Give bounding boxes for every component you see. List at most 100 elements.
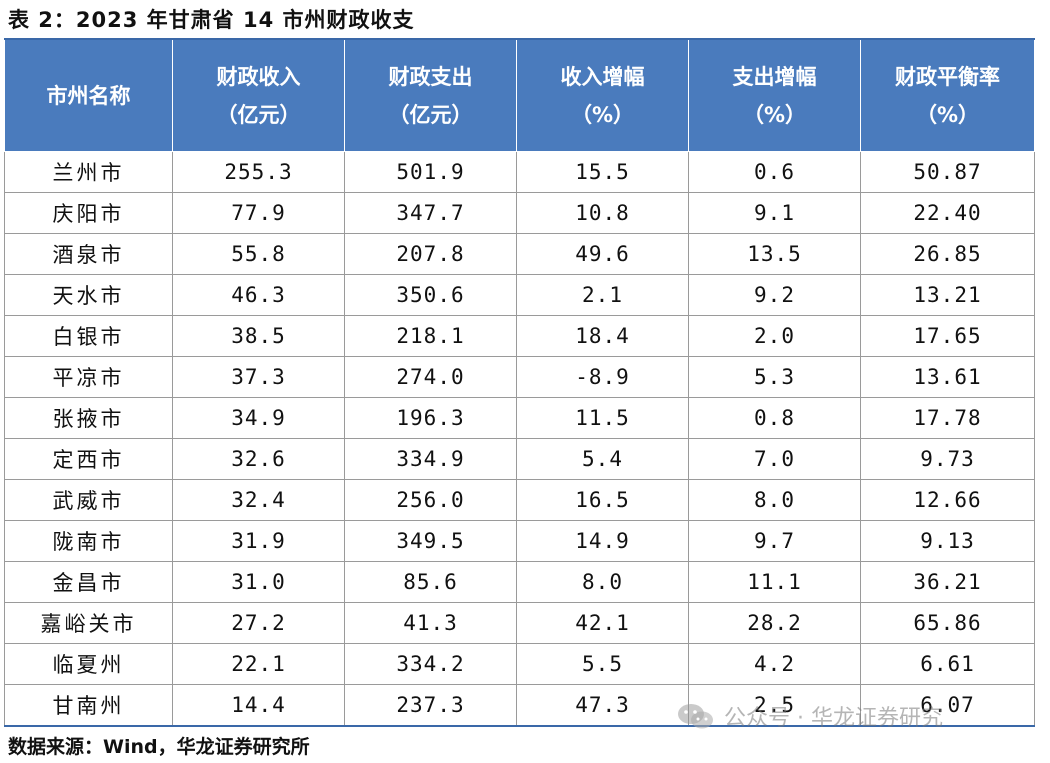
data-source-note: 数据来源：Wind，华龙证券研究所 [8, 736, 310, 758]
cell-expense-growth: 7.0 [688, 438, 861, 480]
cell-balance-rate: 26.85 [860, 233, 1035, 275]
cell-city: 定西市 [4, 438, 173, 480]
table-body: 兰州市 255.3 501.9 15.5 0.6 50.87 庆阳市 77.9 347.7 10.… [4, 151, 1035, 727]
wechat-icon [678, 704, 713, 729]
cell-expense-growth: 0.8 [688, 397, 861, 439]
table-row: 定西市 32.6 334.9 5.4 7.0 9.73 [4, 438, 1035, 480]
table-row: 武威市 32.4 256.0 16.5 8.0 12.66 [4, 479, 1035, 521]
cell-income: 34.9 [172, 397, 345, 439]
cell-balance-rate: 6.61 [860, 643, 1035, 685]
cell-expense: 256.0 [344, 479, 517, 521]
cell-balance-rate: 36.21 [860, 561, 1035, 603]
cell-income-growth: 42.1 [516, 602, 689, 644]
cell-expense: 334.2 [344, 643, 517, 685]
cell-city: 庆阳市 [4, 192, 173, 234]
cell-balance-rate: 9.13 [860, 520, 1035, 562]
cell-income: 38.5 [172, 315, 345, 357]
cell-expense-growth: 0.6 [688, 151, 861, 193]
cell-expense-growth: 2.5 [688, 684, 861, 727]
cell-city: 平凉市 [4, 356, 173, 398]
cell-balance-rate: 65.86 [860, 602, 1035, 644]
cell-expense-growth: 9.1 [688, 192, 861, 234]
cell-income-growth: 18.4 [516, 315, 689, 357]
cell-city: 张掖市 [4, 397, 173, 439]
cell-city: 兰州市 [4, 151, 173, 193]
cell-city: 临夏州 [4, 643, 173, 685]
cell-income: 77.9 [172, 192, 345, 234]
header-income: 财政收入 （亿元） [172, 38, 345, 152]
table-row: 兰州市 255.3 501.9 15.5 0.6 50.87 [4, 151, 1035, 193]
fiscal-table: 市州名称 财政收入 （亿元） 财政支出 （亿元） 收入增幅 （%） 支出增幅 （… [4, 38, 1035, 727]
cell-income: 46.3 [172, 274, 345, 316]
cell-income-growth: 11.5 [516, 397, 689, 439]
cell-balance-rate: 50.87 [860, 151, 1035, 193]
cell-income-growth: 49.6 [516, 233, 689, 275]
header-balance-rate: 财政平衡率 （%） [860, 38, 1035, 152]
cell-balance-rate: 6.07 [860, 684, 1035, 727]
cell-expense-growth: 2.0 [688, 315, 861, 357]
cell-balance-rate: 22.40 [860, 192, 1035, 234]
cell-expense-growth: 9.2 [688, 274, 861, 316]
watermark-text: 公众号 · 华龙证券研究 [724, 706, 943, 731]
cell-income: 14.4 [172, 684, 345, 727]
cell-income: 27.2 [172, 602, 345, 644]
header-city: 市州名称 [4, 38, 173, 152]
cell-expense-growth: 9.7 [688, 520, 861, 562]
cell-expense: 501.9 [344, 151, 517, 193]
watermark: 公众号 · 华龙证券研究 [676, 700, 943, 732]
cell-city: 白银市 [4, 315, 173, 357]
cell-expense-growth: 8.0 [688, 479, 861, 521]
cell-expense-growth: 4.2 [688, 643, 861, 685]
table-row: 金昌市 31.0 85.6 8.0 11.1 36.21 [4, 561, 1035, 603]
cell-city: 甘南州 [4, 684, 173, 727]
cell-expense: 41.3 [344, 602, 517, 644]
header-expense: 财政支出 （亿元） [344, 38, 517, 152]
cell-city: 天水市 [4, 274, 173, 316]
table-row: 临夏州 22.1 334.2 5.5 4.2 6.61 [4, 643, 1035, 685]
cell-city: 陇南市 [4, 520, 173, 562]
cell-expense: 347.7 [344, 192, 517, 234]
cell-income-growth: 15.5 [516, 151, 689, 193]
cell-expense-growth: 28.2 [688, 602, 861, 644]
cell-income-growth: 5.5 [516, 643, 689, 685]
table-row: 天水市 46.3 350.6 2.1 9.2 13.21 [4, 274, 1035, 316]
cell-expense: 237.3 [344, 684, 517, 727]
cell-income-growth: -8.9 [516, 356, 689, 398]
cell-balance-rate: 17.65 [860, 315, 1035, 357]
cell-income-growth: 14.9 [516, 520, 689, 562]
header-row: 市州名称 财政收入 （亿元） 财政支出 （亿元） 收入增幅 （%） 支出增幅 （… [4, 38, 1035, 152]
cell-expense: 274.0 [344, 356, 517, 398]
cell-balance-rate: 17.78 [860, 397, 1035, 439]
cell-income: 32.6 [172, 438, 345, 480]
cell-income-growth: 10.8 [516, 192, 689, 234]
cell-income: 55.8 [172, 233, 345, 275]
header-expense-growth: 支出增幅 （%） [688, 38, 861, 152]
cell-balance-rate: 12.66 [860, 479, 1035, 521]
cell-city: 武威市 [4, 479, 173, 521]
cell-income-growth: 16.5 [516, 479, 689, 521]
table-row: 陇南市 31.9 349.5 14.9 9.7 9.13 [4, 520, 1035, 562]
cell-income-growth: 8.0 [516, 561, 689, 603]
cell-expense: 85.6 [344, 561, 517, 603]
table-row: 平凉市 37.3 274.0 -8.9 5.3 13.61 [4, 356, 1035, 398]
cell-expense: 350.6 [344, 274, 517, 316]
table-title: 表 2：2023 年甘肃省 14 市州财政收支 [8, 8, 415, 32]
cell-income: 31.9 [172, 520, 345, 562]
cell-expense-growth: 11.1 [688, 561, 861, 603]
cell-income: 32.4 [172, 479, 345, 521]
table-row: 张掖市 34.9 196.3 11.5 0.8 17.78 [4, 397, 1035, 439]
cell-expense: 207.8 [344, 233, 517, 275]
cell-city: 金昌市 [4, 561, 173, 603]
cell-balance-rate: 13.61 [860, 356, 1035, 398]
header-income-growth: 收入增幅 （%） [516, 38, 689, 152]
table-row: 庆阳市 77.9 347.7 10.8 9.1 22.40 [4, 192, 1035, 234]
table-row: 甘南州 14.4 237.3 47.3 2.5 6.07 [4, 684, 1035, 727]
table-row: 白银市 38.5 218.1 18.4 2.0 17.65 [4, 315, 1035, 357]
cell-income: 31.0 [172, 561, 345, 603]
cell-balance-rate: 13.21 [860, 274, 1035, 316]
cell-income-growth: 2.1 [516, 274, 689, 316]
cell-income: 22.1 [172, 643, 345, 685]
cell-income-growth: 5.4 [516, 438, 689, 480]
cell-income: 37.3 [172, 356, 345, 398]
cell-expense: 218.1 [344, 315, 517, 357]
